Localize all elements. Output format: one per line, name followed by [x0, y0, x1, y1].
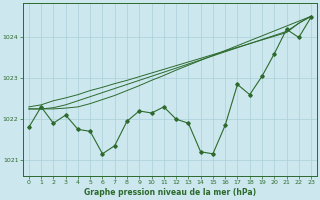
- X-axis label: Graphe pression niveau de la mer (hPa): Graphe pression niveau de la mer (hPa): [84, 188, 256, 197]
